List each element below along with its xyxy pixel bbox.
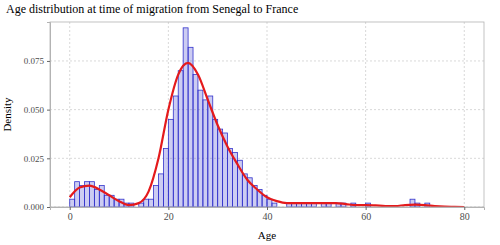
y-grid-line [50,158,484,159]
x-tick-mark [168,207,169,210]
x-tick: 40 [263,207,273,222]
x-grid-line [69,22,70,207]
histogram-bar [75,182,80,207]
x-tick-mark [70,207,71,210]
x-tick-mark [267,207,268,210]
y-tick-mark [47,61,50,62]
y-tick-label: 0.025 [24,154,45,164]
title: Age distribution at time of migration fr… [6,2,298,16]
x-axis: 0 20 40 60 80 [51,207,485,222]
y-tick-mark [47,158,50,159]
y-grid-line [50,109,484,110]
y-tick-label: 0.000 [24,202,45,212]
density-line [70,63,465,207]
y-axis: 0.000 0.025 0.050 0.075 [24,23,51,213]
histogram-bar [183,28,188,207]
histogram-bar [94,189,99,207]
histogram-bar [193,75,198,207]
y-axis-title: Density [1,97,13,132]
histogram-bar [213,119,218,207]
histogram-bar [188,47,193,207]
histogram-bar [168,119,173,207]
y-tick: 0.000 [24,202,50,212]
y-tick: 0.050 [24,105,50,115]
histogram-bar [104,195,109,207]
plot-area [70,28,465,207]
histogram-bar [198,90,203,207]
histogram-bar [154,186,159,207]
histogram-bar [228,149,233,207]
histogram-bar [70,199,75,207]
x-tick: 80 [460,207,470,222]
x-grid-line [464,22,465,207]
y-tick: 0.025 [24,154,50,164]
histogram-bar [80,186,85,207]
x-tick: 60 [361,207,371,222]
grid [50,22,484,207]
plot-frame [50,22,484,207]
histogram-bar [173,96,178,207]
chart: Age distribution at time of migration fr… [0,0,500,245]
y-tick: 0.075 [24,56,50,66]
histogram-bar [218,129,223,207]
y-tick-label: 0.050 [24,105,45,115]
histogram-bar [159,174,164,207]
x-tick-mark [366,207,367,210]
x-grid-line [365,22,366,207]
x-tick-label: 20 [164,211,174,222]
x-grid-line [267,22,268,207]
y-tick-mark [47,110,50,111]
histogram-bar [203,100,208,207]
histogram-bar [149,199,154,207]
x-tick: 20 [164,207,174,222]
x-tick-label: 0 [68,211,73,222]
y-axis-line [47,23,51,208]
y-grid-line [50,60,484,61]
histogram-bar [272,203,277,207]
x-tick-label: 60 [361,211,371,222]
x-tick-label: 40 [263,211,273,222]
x-tick-label: 80 [460,211,470,222]
x-axis-title: Age [258,229,276,241]
y-tick-label: 0.075 [24,56,45,66]
histogram-bar [178,71,183,207]
x-tick: 0 [68,207,73,222]
y-tick-mark [47,207,50,208]
histogram-bar [144,199,149,207]
x-tick-mark [464,207,465,210]
histogram-bar [163,149,168,207]
x-axis-line [51,208,485,211]
